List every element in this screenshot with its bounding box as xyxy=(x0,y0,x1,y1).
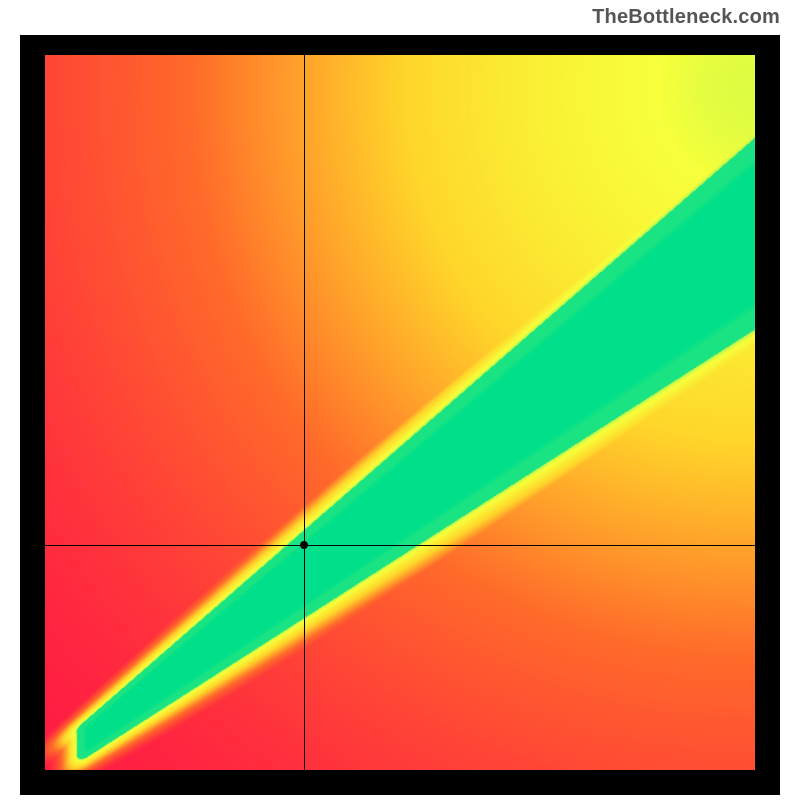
chart-frame xyxy=(20,35,780,795)
plot-area xyxy=(45,55,755,770)
crosshair-dot xyxy=(300,541,308,549)
heatmap-canvas xyxy=(45,55,755,770)
attribution-text: TheBottleneck.com xyxy=(592,6,780,29)
crosshair-horizontal xyxy=(45,545,755,546)
chart-container: TheBottleneck.com xyxy=(0,0,800,800)
crosshair-vertical xyxy=(304,55,305,770)
